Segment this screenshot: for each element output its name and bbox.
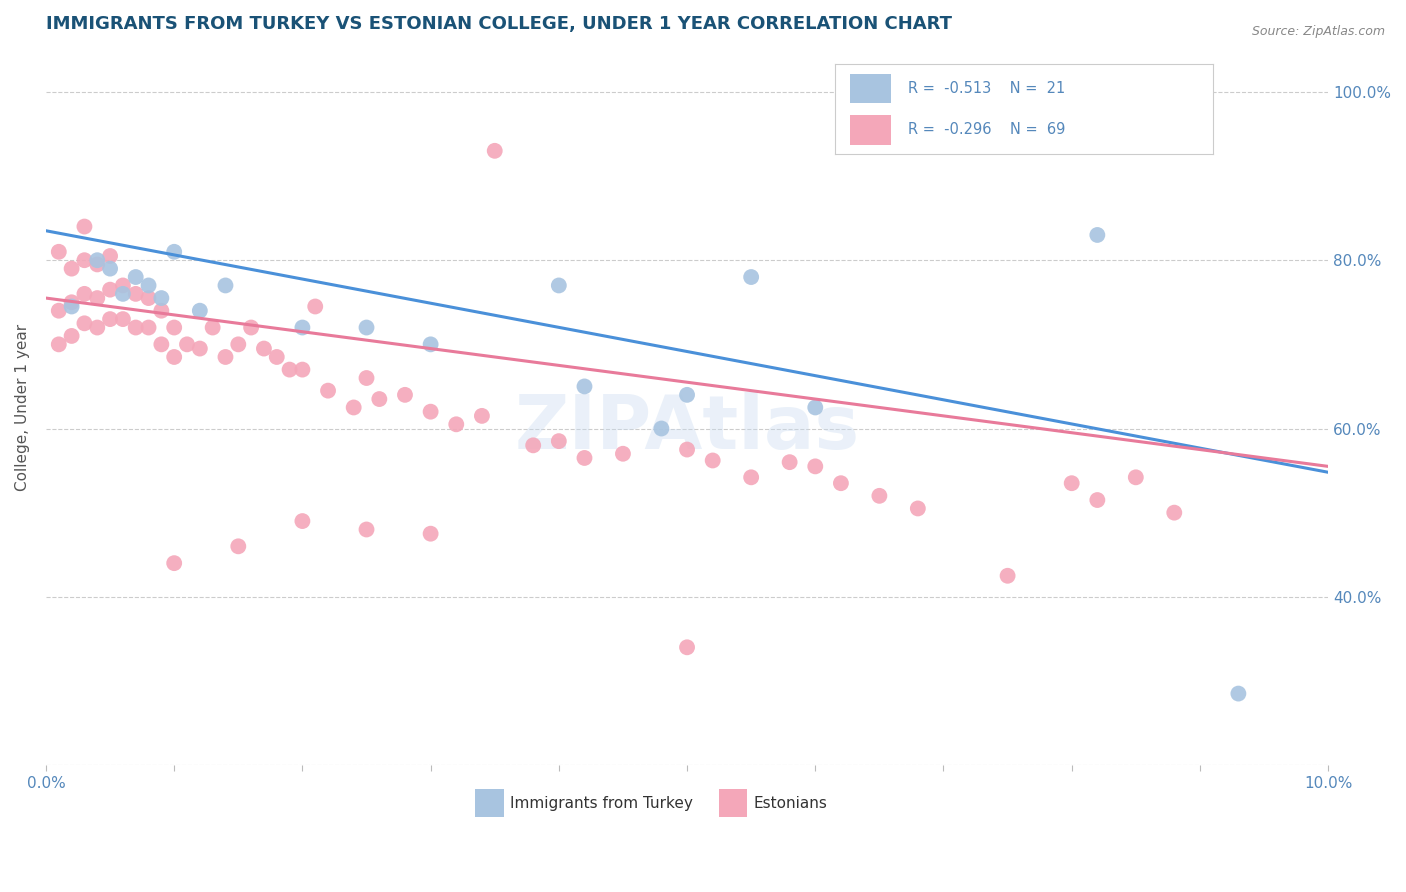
Point — [150, 303, 173, 318]
Point — [547, 278, 569, 293]
Point — [111, 278, 134, 293]
Point — [163, 350, 186, 364]
Point — [125, 320, 148, 334]
Point — [98, 312, 121, 326]
Point — [547, 434, 569, 449]
Point — [125, 286, 148, 301]
Point — [676, 388, 699, 402]
Point — [907, 501, 929, 516]
Point — [240, 320, 263, 334]
Point — [86, 291, 108, 305]
Point — [73, 253, 96, 268]
Point — [138, 291, 160, 305]
Point — [356, 371, 378, 385]
Point — [60, 300, 83, 314]
Point — [304, 300, 326, 314]
Point — [163, 556, 186, 570]
Point — [419, 526, 441, 541]
Point — [150, 337, 173, 351]
Text: Source: ZipAtlas.com: Source: ZipAtlas.com — [1251, 25, 1385, 38]
Bar — [718, 789, 748, 816]
Point — [98, 283, 121, 297]
Point — [176, 337, 198, 351]
Point — [740, 470, 762, 484]
Point — [997, 568, 1019, 582]
Point — [125, 270, 148, 285]
Point — [612, 447, 634, 461]
Point — [343, 401, 366, 415]
Point — [60, 261, 83, 276]
Point — [73, 219, 96, 234]
Point — [419, 405, 441, 419]
Point — [163, 320, 186, 334]
Point — [214, 350, 236, 364]
Point — [86, 257, 108, 271]
Point — [574, 379, 596, 393]
Point — [48, 303, 70, 318]
Point — [60, 295, 83, 310]
Text: ZIPAtlas: ZIPAtlas — [515, 392, 859, 466]
Point — [1125, 470, 1147, 484]
Point — [702, 453, 724, 467]
Point — [278, 362, 301, 376]
Text: Immigrants from Turkey: Immigrants from Turkey — [510, 797, 693, 811]
Point — [650, 421, 672, 435]
Point — [830, 476, 852, 491]
Point — [1085, 227, 1108, 242]
Point — [138, 278, 160, 293]
Point — [188, 342, 211, 356]
Point — [253, 342, 276, 356]
Point — [740, 270, 762, 285]
Point — [188, 303, 211, 318]
Point — [163, 244, 186, 259]
Point — [1060, 476, 1083, 491]
Point — [356, 320, 378, 334]
Point — [779, 455, 801, 469]
Point — [98, 261, 121, 276]
Text: IMMIGRANTS FROM TURKEY VS ESTONIAN COLLEGE, UNDER 1 YEAR CORRELATION CHART: IMMIGRANTS FROM TURKEY VS ESTONIAN COLLE… — [46, 15, 952, 33]
Point — [1227, 687, 1250, 701]
Point — [138, 320, 160, 334]
Point — [394, 388, 416, 402]
Point — [73, 316, 96, 330]
Point — [419, 337, 441, 351]
Point — [471, 409, 494, 423]
Point — [111, 286, 134, 301]
Point — [60, 329, 83, 343]
Point — [86, 253, 108, 268]
Point — [48, 337, 70, 351]
Point — [1163, 506, 1185, 520]
Y-axis label: College, Under 1 year: College, Under 1 year — [15, 324, 30, 491]
Point — [676, 640, 699, 655]
Point — [804, 401, 827, 415]
Point — [522, 438, 544, 452]
Point — [150, 291, 173, 305]
Point — [291, 362, 314, 376]
Point — [446, 417, 468, 432]
Point — [48, 244, 70, 259]
Point — [368, 392, 391, 406]
Point — [201, 320, 224, 334]
Point — [73, 286, 96, 301]
Point — [214, 278, 236, 293]
Point — [86, 320, 108, 334]
Point — [98, 249, 121, 263]
Point — [316, 384, 339, 398]
Point — [484, 144, 506, 158]
Point — [226, 539, 249, 553]
Point — [574, 450, 596, 465]
Text: Estonians: Estonians — [754, 797, 828, 811]
Point — [266, 350, 288, 364]
Point — [356, 523, 378, 537]
Point — [1085, 493, 1108, 508]
Point — [868, 489, 890, 503]
Bar — [475, 789, 503, 816]
Point — [676, 442, 699, 457]
Point — [291, 514, 314, 528]
Point — [291, 320, 314, 334]
Point — [804, 459, 827, 474]
Point — [226, 337, 249, 351]
Point — [111, 312, 134, 326]
